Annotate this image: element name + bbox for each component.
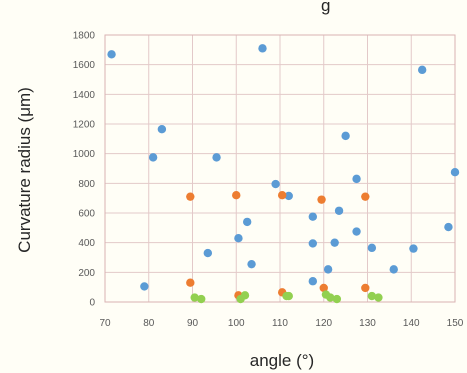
- y-tick-label: 800: [78, 179, 95, 190]
- data-point-series-3: [197, 294, 206, 304]
- data-point-series-2: [277, 191, 287, 200]
- y-tick-label: 200: [78, 268, 95, 279]
- data-point-series-1: [444, 222, 453, 232]
- data-point-series-3: [326, 293, 335, 302]
- y-tick-label: 0: [89, 298, 95, 309]
- x-tick-label: 100: [228, 318, 245, 329]
- y-tick-label: 400: [78, 238, 95, 249]
- y-tick-label: 1600: [73, 60, 96, 71]
- data-point-series-1: [242, 217, 252, 227]
- x-axis-title: angle (°): [250, 351, 314, 370]
- data-point-series-2: [361, 283, 370, 293]
- x-tick-label: 90: [187, 318, 199, 329]
- data-point-series-1: [389, 265, 398, 274]
- y-tick-label: 1000: [73, 149, 96, 160]
- data-point-series-1: [234, 234, 243, 243]
- data-point-series-2: [317, 195, 326, 204]
- data-points: [107, 44, 460, 304]
- data-point-series-1: [284, 191, 293, 201]
- data-point-series-1: [212, 153, 221, 162]
- data-point-series-1: [334, 206, 344, 215]
- y-tick-label: 1200: [73, 120, 96, 131]
- chart-title-fragment: g: [321, 0, 330, 15]
- data-point-series-2: [361, 192, 370, 201]
- data-point-series-2: [186, 278, 195, 287]
- x-tick-label: 130: [359, 318, 376, 329]
- data-point-series-1: [409, 244, 418, 253]
- data-point-series-1: [203, 248, 213, 258]
- data-point-series-1: [367, 243, 377, 253]
- data-point-series-1: [247, 259, 256, 269]
- data-point-series-2: [232, 191, 241, 200]
- data-point-series-1: [271, 179, 280, 189]
- data-point-series-3: [374, 293, 383, 302]
- x-tick-label: 150: [447, 318, 464, 329]
- data-point-series-1: [323, 265, 333, 274]
- data-point-series-1: [308, 277, 318, 286]
- data-point-series-1: [107, 50, 116, 59]
- data-point-series-2: [319, 283, 328, 293]
- data-point-series-1: [140, 282, 149, 291]
- data-point-series-1: [258, 44, 267, 53]
- data-point-series-1: [308, 239, 318, 248]
- x-tick-label: 120: [315, 318, 332, 329]
- y-tick-label: 1400: [73, 90, 96, 101]
- data-point-series-2: [186, 192, 195, 201]
- data-point-series-3: [367, 291, 377, 301]
- data-point-series-1: [148, 153, 158, 162]
- data-point-series-1: [352, 174, 361, 184]
- x-tick-label: 110: [272, 318, 288, 329]
- grid: [104, 34, 456, 303]
- data-point-series-3: [332, 294, 342, 304]
- y-axis-title: Curvature radius (μm): [15, 87, 34, 253]
- data-point-series-1: [352, 227, 361, 236]
- tick-labels: 0 200 400 600 800 1000 1200 1400 1600 1800 70 80 90 1…: [73, 31, 464, 330]
- data-point-series-3: [190, 293, 199, 302]
- data-point-series-1: [330, 238, 339, 247]
- data-point-series-1: [157, 124, 167, 134]
- data-point-series-3: [284, 291, 293, 301]
- data-point-series-1: [341, 131, 350, 141]
- data-point-series-1: [450, 168, 460, 177]
- data-point-series-3: [240, 291, 250, 300]
- x-tick-label: 140: [403, 318, 420, 329]
- y-tick-label: 1800: [73, 31, 96, 42]
- x-tick-label: 80: [143, 318, 155, 329]
- data-point-series-1: [417, 65, 427, 75]
- x-tick-label: 70: [99, 318, 111, 329]
- y-tick-label: 600: [78, 209, 95, 220]
- data-point-series-1: [308, 212, 318, 221]
